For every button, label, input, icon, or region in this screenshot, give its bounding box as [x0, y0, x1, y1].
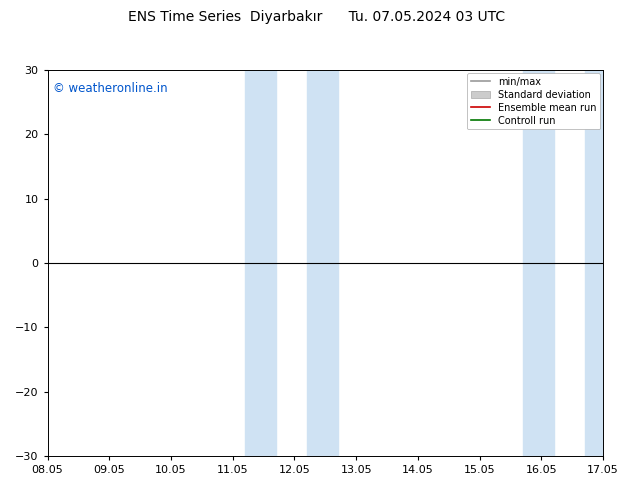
Bar	[523, 70, 553, 456]
Bar	[307, 70, 338, 456]
Legend: min/max, Standard deviation, Ensemble mean run, Controll run: min/max, Standard deviation, Ensemble me…	[467, 73, 600, 129]
Bar	[245, 70, 276, 456]
Text: © weatheronline.in: © weatheronline.in	[53, 82, 168, 95]
Text: ENS Time Series  Diyarbakır      Tu. 07.05.2024 03 UTC: ENS Time Series Diyarbakır Tu. 07.05.202…	[129, 10, 505, 24]
Bar	[585, 70, 603, 456]
